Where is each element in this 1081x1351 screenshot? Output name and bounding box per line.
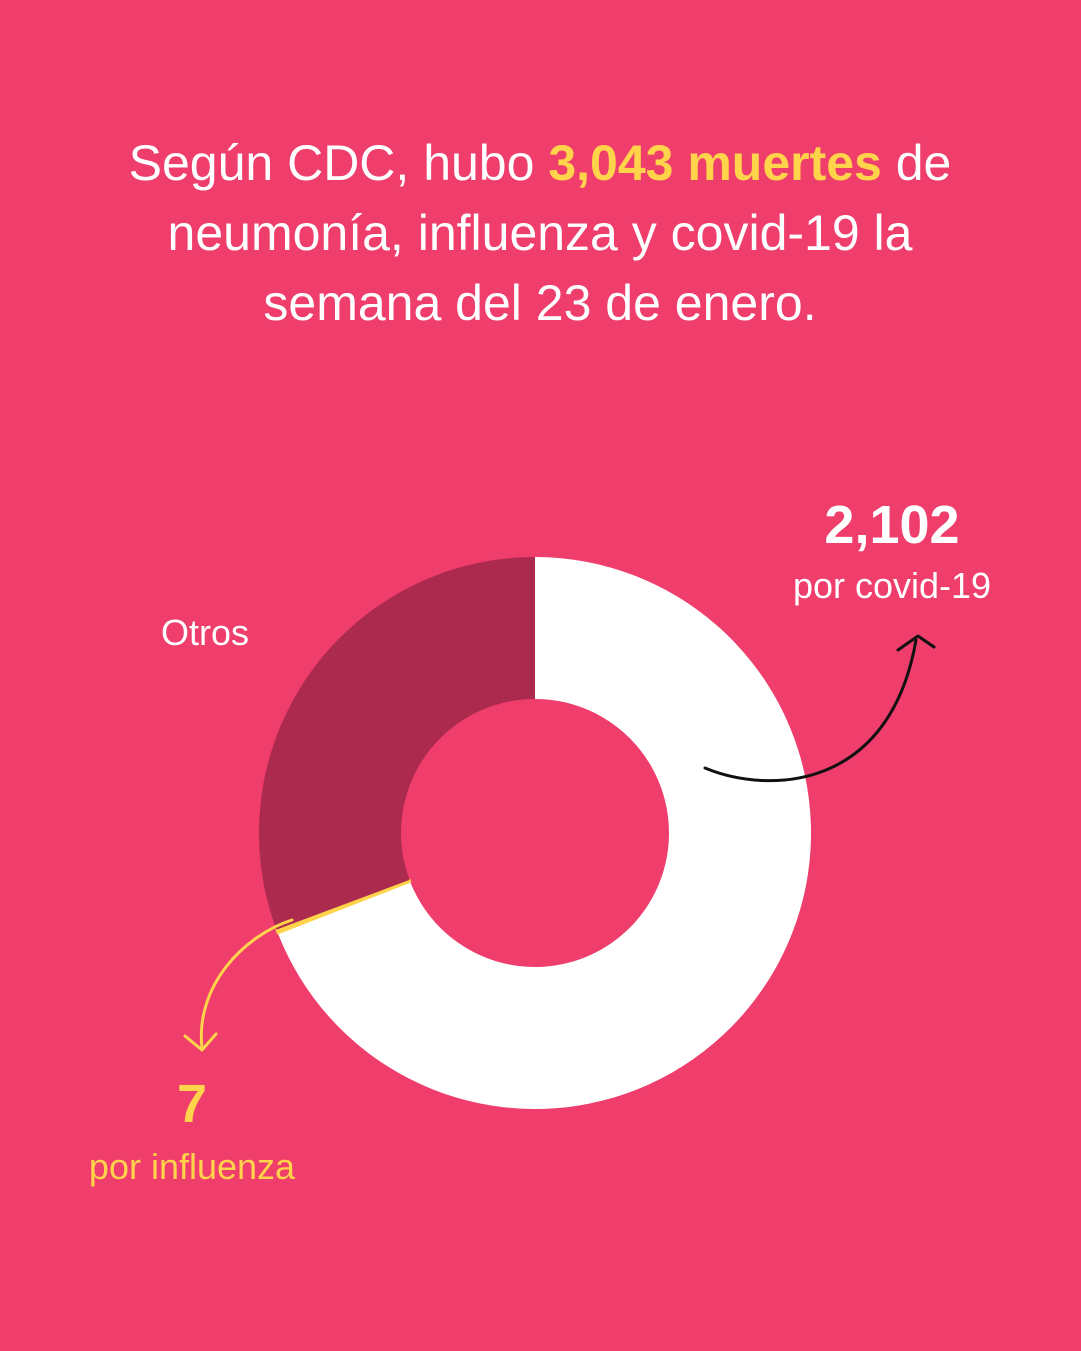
influenza-caption: por influenza	[88, 1146, 296, 1187]
headline-highlight: 3,043 muertes	[548, 135, 882, 191]
slice-influenza	[275, 878, 412, 935]
headline: Según CDC, hubo 3,043 muertes de neumoní…	[90, 128, 990, 338]
otros-label: Otros	[160, 612, 249, 653]
covid-arrowhead	[896, 634, 936, 652]
headline-part-2: de neumonía, influenza y covid-19 la sem…	[167, 135, 952, 331]
influenza-arrow	[199, 918, 294, 1050]
covid-value: 2,102	[824, 495, 960, 555]
influenza-arrowhead	[183, 1032, 218, 1052]
covid-caption: por covid-19	[792, 565, 992, 606]
covid-arrow	[703, 638, 918, 783]
headline-part-1: Según CDC, hubo	[128, 135, 549, 191]
slice-covid	[277, 557, 811, 1109]
slice-otros	[259, 557, 535, 930]
influenza-value: 7	[176, 1074, 208, 1134]
donut-slices	[259, 557, 811, 1109]
